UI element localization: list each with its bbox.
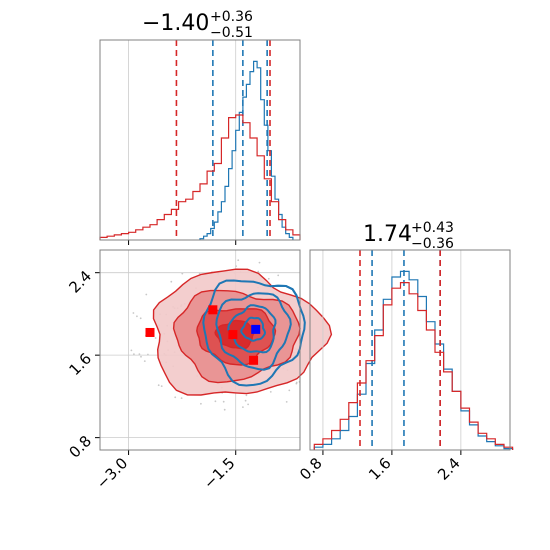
bottom-left-marker-red-2 bbox=[228, 330, 238, 340]
bottom-right-hist-blue bbox=[313, 270, 514, 450]
bottom-left-sample-point bbox=[242, 406, 244, 408]
bottom-left-xtick-label-1: −1.5 bbox=[200, 454, 238, 492]
bottom-left-contour-blue-top-1 bbox=[215, 292, 292, 371]
bottom-left-ytick-label-0: 0.8 bbox=[65, 432, 95, 462]
bottom-left-sample-point bbox=[154, 337, 157, 339]
bottom-left-sample-point bbox=[214, 400, 217, 403]
bottom-left-sample-point bbox=[277, 274, 280, 277]
bottom-left-frame bbox=[99, 249, 301, 451]
bottom-left-sample-point bbox=[139, 317, 142, 320]
bottom-right-title-sub: −0.36 bbox=[411, 236, 454, 252]
bottom-left-sample-point bbox=[257, 270, 260, 273]
bottom-left-sample-point bbox=[267, 277, 270, 280]
top-left-title-sup: +0.36 bbox=[210, 9, 253, 25]
bottom-right-title-main: 1.74 bbox=[363, 222, 412, 247]
bottom-left-contour-blue-top-3 bbox=[240, 316, 267, 342]
bottom-left-sample-point bbox=[198, 272, 201, 275]
bottom-left-sample-point bbox=[247, 403, 250, 406]
bottom-left-sample-point bbox=[157, 384, 160, 387]
bottom-left-sample-point bbox=[133, 353, 135, 356]
bottom-left-sample-point bbox=[244, 399, 247, 402]
top-left-hist-red bbox=[99, 114, 301, 240]
bottom-left-sample-point bbox=[245, 394, 248, 397]
bottom-left-sample-point bbox=[295, 381, 298, 384]
bottom-right-xtick-label-2: 2.4 bbox=[434, 454, 464, 484]
bottom-left-sample-point bbox=[130, 349, 133, 352]
panel-top-left-histogram bbox=[99, 39, 301, 245]
bottom-left-contour-blue-top-2 bbox=[227, 304, 277, 354]
bottom-left-sample-point bbox=[180, 397, 183, 399]
bottom-right-xtick-label-1: 1.6 bbox=[365, 454, 395, 484]
bottom-left-sample-point bbox=[147, 353, 149, 356]
bottom-left-sample-point bbox=[132, 312, 135, 314]
bottom-left-sample-point bbox=[170, 280, 173, 283]
bottom-left-sample-point bbox=[222, 400, 225, 403]
bottom-left-sample-point bbox=[288, 389, 291, 392]
panel-bottom-left-contour: 0.8 1.6 2.4 −3.0 −1.5 bbox=[65, 249, 333, 493]
top-left-title-sub: −0.51 bbox=[210, 25, 253, 41]
bottom-left-ytick-label-1: 1.6 bbox=[65, 349, 95, 379]
bottom-left-marker-red-1 bbox=[208, 305, 218, 315]
bottom-left-ytick-label-2: 2.4 bbox=[65, 267, 95, 297]
top-left-title-main: −1.40 bbox=[142, 11, 209, 36]
bottom-left-sample-point bbox=[145, 293, 148, 296]
bottom-left-marker-red-3 bbox=[249, 355, 259, 365]
bottom-left-sample-point bbox=[138, 353, 141, 355]
bottom-left-sample-point bbox=[269, 391, 272, 393]
bottom-right-xtick-label-0: 0.8 bbox=[296, 454, 326, 484]
bottom-left-sample-point bbox=[258, 261, 261, 264]
bottom-left-marker-blue-0 bbox=[251, 324, 261, 334]
bottom-left-sample-point bbox=[174, 396, 177, 399]
bottom-left-sample-point bbox=[181, 272, 184, 275]
bottom-left-sample-point bbox=[223, 408, 226, 411]
bottom-left-sample-point bbox=[237, 259, 240, 262]
bottom-right-title-sup: +0.43 bbox=[411, 220, 454, 236]
bottom-left-sample-point bbox=[235, 265, 238, 267]
bottom-right-frame bbox=[309, 249, 511, 451]
bottom-left-sample-point bbox=[285, 401, 288, 403]
bottom-left-sample-point bbox=[200, 402, 202, 405]
bottom-right-hist-red bbox=[313, 282, 514, 450]
bottom-left-sample-point bbox=[160, 385, 163, 387]
bottom-left-contour-blue-top-0 bbox=[202, 279, 306, 387]
bottom-left-sample-point bbox=[136, 315, 138, 318]
top-left-frame bbox=[99, 39, 301, 241]
panel-bottom-right-histogram: 0.8 1.6 2.4 bbox=[296, 249, 514, 484]
bottom-left-xtick-label-0: −3.0 bbox=[93, 454, 131, 492]
bottom-left-marker-red-0 bbox=[145, 327, 155, 337]
bottom-left-sample-point bbox=[143, 360, 146, 362]
bottom-left-sample-point bbox=[140, 355, 142, 358]
